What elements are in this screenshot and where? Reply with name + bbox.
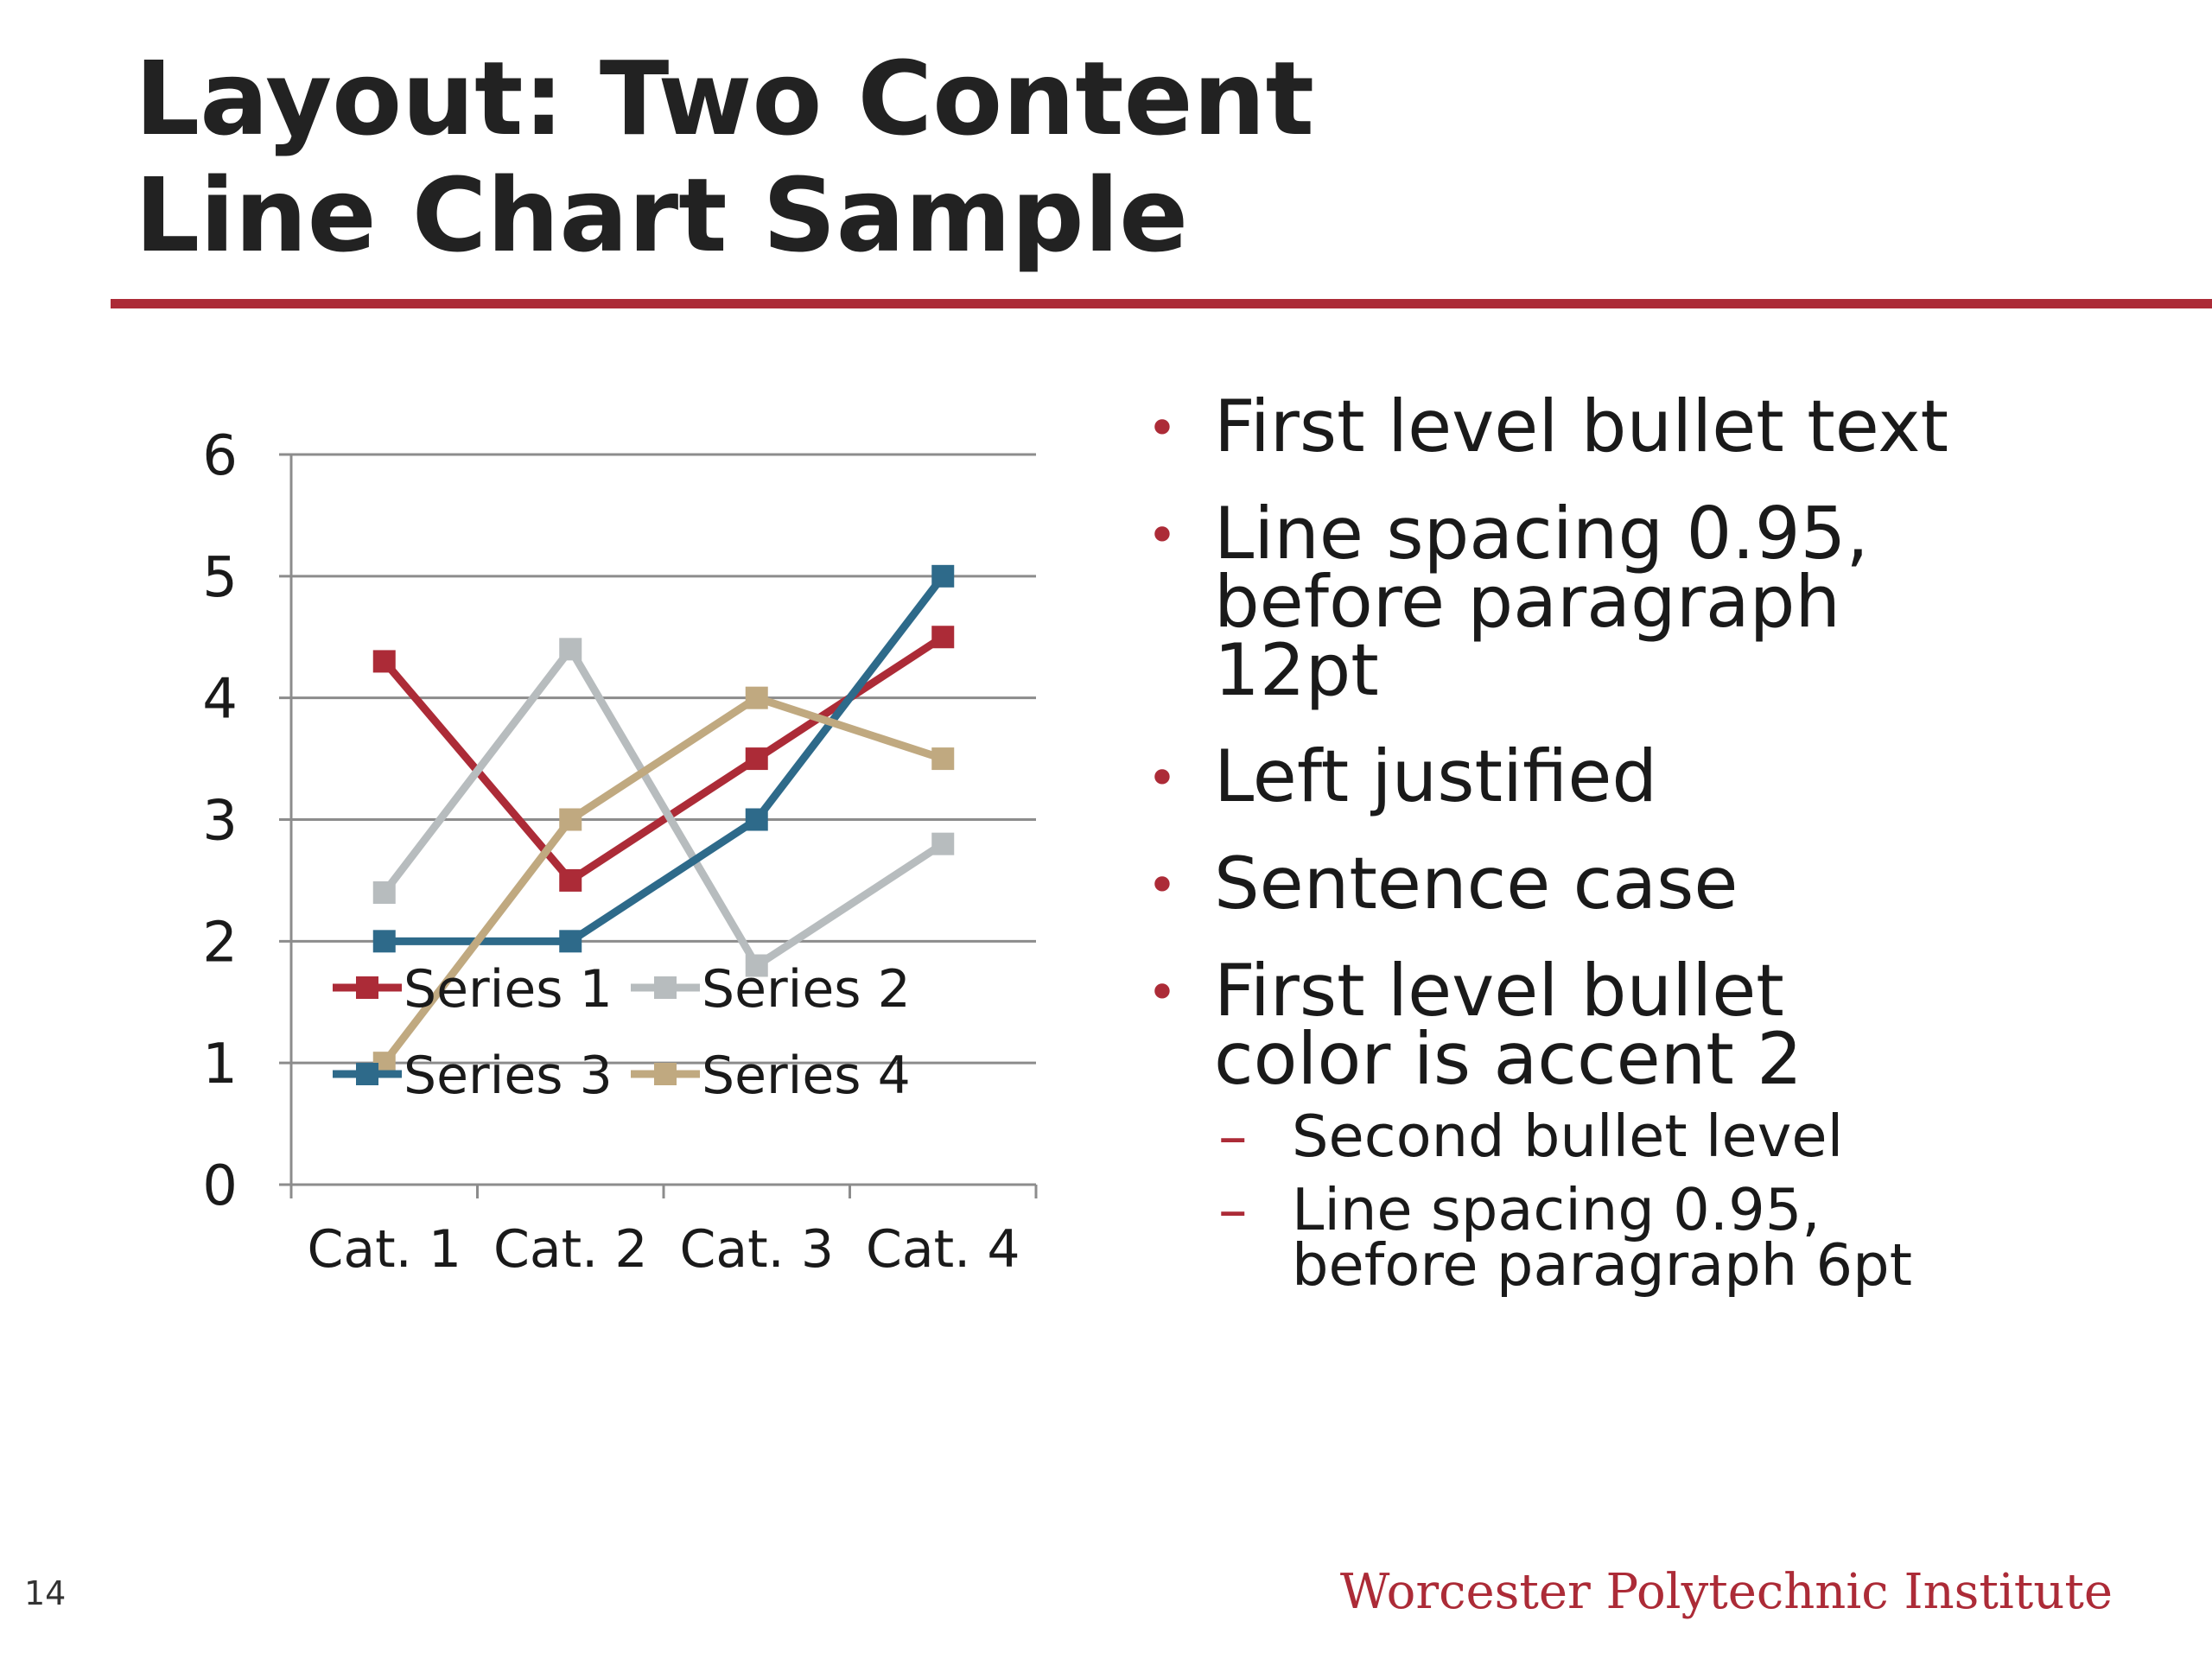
slide-number: 14 (24, 1574, 67, 1612)
data-point-marker (745, 954, 768, 977)
data-point-marker (745, 686, 768, 709)
legend-marker (356, 976, 378, 999)
data-point-marker (372, 881, 396, 904)
data-point-marker (559, 868, 582, 892)
bullet-dot-icon: • (1147, 855, 1178, 917)
data-point-marker (372, 930, 396, 953)
data-point-marker (559, 930, 582, 953)
sub-bullet-item: – Line spacing 0.95, before paragraph 6pt (1145, 1176, 2199, 1300)
legend-marker (654, 976, 677, 999)
x-tick-label: Cat. 2 (493, 1219, 648, 1280)
title-divider (111, 299, 2212, 308)
slide-title-line-1: Layout: Two Content (135, 39, 1315, 158)
legend-label: Series 1 (404, 959, 613, 1020)
sub-bullet-text: Second bullet level (1292, 1102, 1844, 1170)
y-tick-label: 3 (202, 790, 238, 854)
x-tick-label: Cat. 1 (307, 1219, 461, 1280)
data-point-marker (931, 747, 955, 771)
bullet-dot-icon: • (1147, 398, 1178, 459)
sub-bullet-item: – Second bullet level (1145, 1102, 2199, 1170)
data-point-marker (559, 638, 582, 661)
line-chart: 0 1 2 3 4 5 6 Cat. 1 Cat. 2 Cat. 3 Cat. 4 Series 1… (202, 424, 1038, 1280)
bullet-text: Line spacing 0.95, before paragraph 12pt (1214, 491, 1869, 712)
institution-name: Worcester Polytechnic Institute (1339, 1564, 2113, 1620)
title-divider-bar (111, 299, 2212, 308)
y-tick-label: 2 (202, 911, 238, 975)
x-tick-label: Cat. 4 (866, 1219, 1020, 1280)
bullet-text: First level bullet text (1214, 385, 1949, 468)
bullet-dot-icon: • (1147, 505, 1178, 566)
x-tick-label: Cat. 3 (679, 1219, 834, 1280)
y-tick-label: 1 (202, 1033, 238, 1096)
slide-title-line-2: Line Chart Sample (135, 156, 1189, 275)
legend-item: Series 3 (333, 1046, 613, 1106)
legend-item: Series 2 (631, 959, 911, 1020)
bullet-item: • Line spacing 0.95, before paragraph 12p… (1145, 491, 2199, 712)
bullet-item: • First level bullet text (1145, 385, 2199, 468)
bullet-dash-icon: – (1218, 1102, 1248, 1170)
legend-item: Series 4 (631, 1046, 911, 1106)
data-point-marker (931, 564, 955, 588)
bullet-text: First level bullet color is accent 2 (1214, 949, 1802, 1101)
data-point-marker (745, 808, 768, 831)
legend-label: Series 2 (702, 959, 911, 1020)
y-tick-label: 4 (202, 668, 238, 732)
bullet-text: Left justified (1214, 734, 1658, 819)
legend-label: Series 4 (702, 1046, 911, 1106)
legend-label: Series 3 (404, 1046, 613, 1106)
series-line (381, 645, 945, 969)
y-tick-label: 0 (202, 1154, 238, 1218)
series-line (381, 694, 944, 1065)
data-point-marker (931, 626, 955, 649)
bullet-list: • First level bullet text • Line spacing 0… (1145, 385, 2199, 1313)
bullet-item: • Sentence case (1145, 842, 2199, 926)
bullet-dot-icon: • (1147, 963, 1178, 1024)
data-point-marker (745, 747, 768, 771)
data-point-marker (559, 808, 582, 831)
bullet-text: Sentence case (1214, 842, 1738, 926)
bullet-dot-icon: • (1147, 748, 1178, 810)
bullet-item: • Left justified (1145, 734, 2199, 819)
sub-bullet-text: Line spacing 0.95, before paragraph 6pt (1292, 1176, 1912, 1300)
bullet-dash-icon: – (1218, 1176, 1248, 1244)
y-tick-label: 6 (202, 424, 238, 488)
y-tick-label: 5 (202, 546, 238, 610)
legend-marker (654, 1063, 677, 1085)
legend-marker (356, 1063, 378, 1085)
legend-item: Series 1 (333, 959, 613, 1020)
data-point-marker (931, 832, 955, 855)
data-point-marker (372, 650, 396, 673)
bullet-item: • First level bullet color is accent 2 (1145, 949, 2199, 1101)
